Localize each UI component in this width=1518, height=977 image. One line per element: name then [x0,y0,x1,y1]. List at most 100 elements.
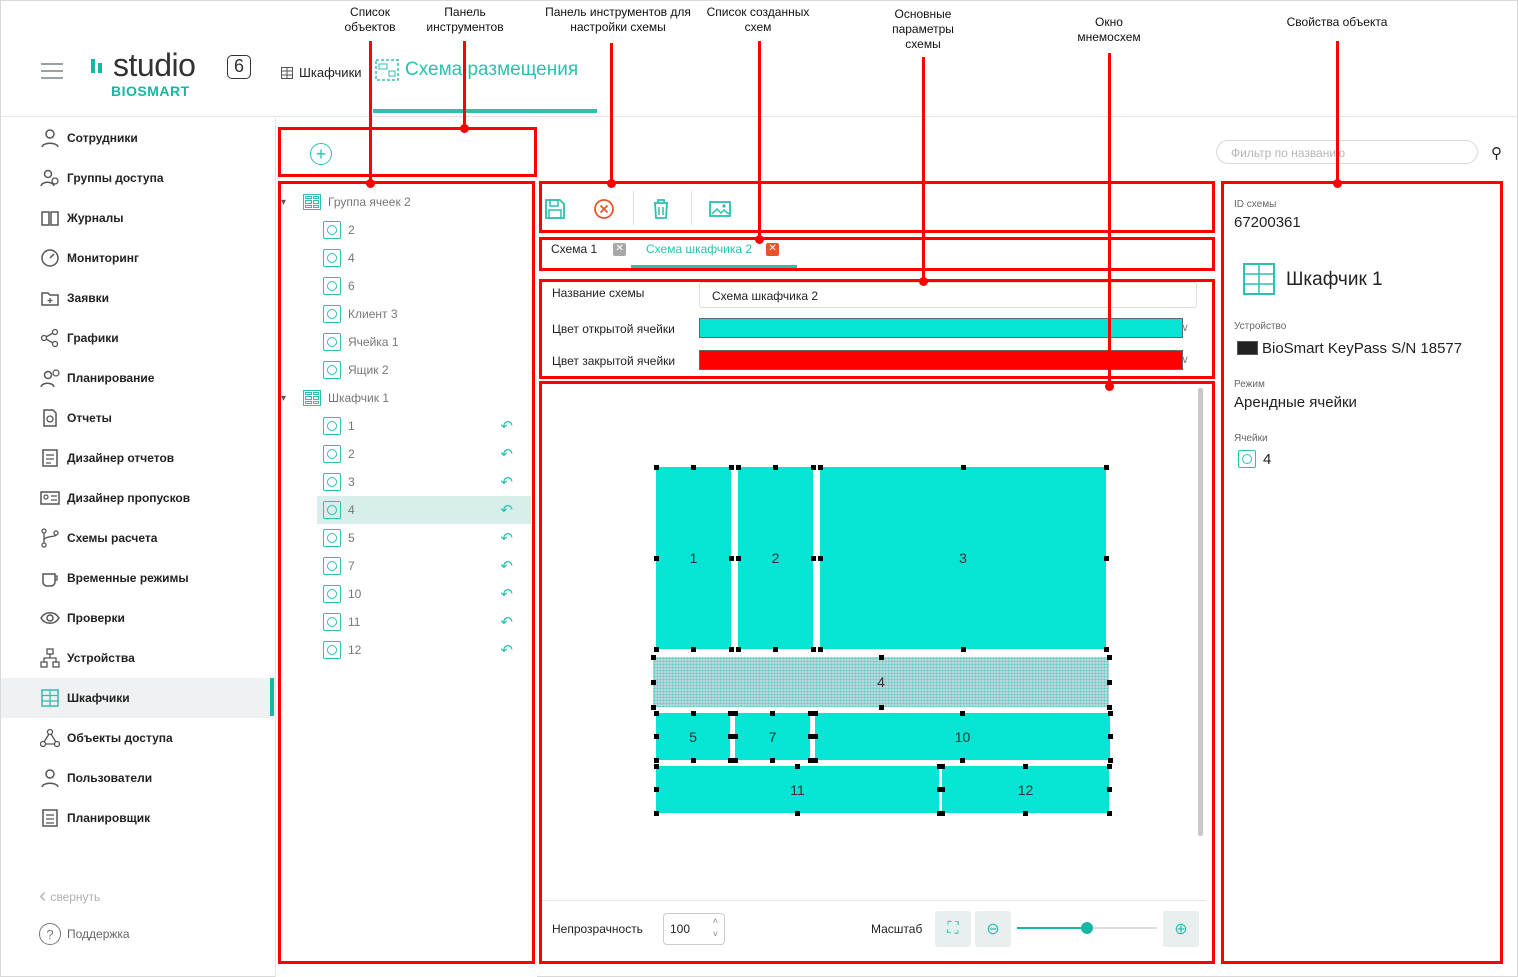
resize-handle[interactable] [653,763,659,769]
tree-group[interactable]: ▾ Группа ячеек 2 [281,188,531,216]
undo-icon[interactable]: ↶ [500,614,513,631]
zoom-slider-knob[interactable] [1081,922,1093,934]
resize-handle[interactable] [1103,646,1109,652]
sidebar-item[interactable]: Дизайнер пропусков [1,478,271,518]
schema-tab-2[interactable]: Схема шкафчика 2 ✕ [646,242,780,256]
zoom-in-icon[interactable]: ⊕ [1163,911,1199,947]
undo-icon[interactable]: ↶ [500,418,513,435]
resize-handle[interactable] [653,757,659,763]
resize-handle[interactable] [1103,555,1109,561]
resize-handle[interactable] [691,646,696,652]
resize-handle[interactable] [795,763,800,769]
resize-handle[interactable] [810,646,816,652]
resize-handle[interactable] [1023,810,1028,816]
resize-handle[interactable] [812,710,818,716]
resize-handle[interactable] [650,654,656,660]
resize-handle[interactable] [960,757,965,763]
add-icon[interactable]: + [310,143,332,165]
sidebar-item[interactable]: Планирование [1,358,271,398]
chevron-down-icon[interactable]: ∨ [1181,354,1190,366]
resize-handle[interactable] [650,679,656,685]
resize-handle[interactable] [728,646,734,652]
sidebar-item[interactable]: Шкафчики [1,678,271,718]
close-icon[interactable]: ✕ [766,242,780,256]
resize-handle[interactable] [817,646,823,652]
resize-handle[interactable] [653,810,659,816]
undo-icon[interactable]: ↶ [500,586,513,603]
schema-name-input[interactable]: Схема шкафчика 2 [699,282,1197,308]
resize-handle[interactable] [817,464,823,470]
resize-handle[interactable] [1107,710,1113,716]
resize-handle[interactable] [690,710,696,716]
resize-handle[interactable] [728,555,734,561]
chevron-down-icon[interactable]: ▾ [281,392,287,404]
chevron-down-icon[interactable]: ∨ [1181,322,1190,334]
resize-handle[interactable] [653,710,659,716]
locker-cell[interactable]: 2 [738,467,813,649]
image-icon[interactable] [708,197,732,221]
resize-handle[interactable] [653,555,659,561]
resize-handle[interactable] [773,464,778,470]
tree-item[interactable]: Ящик 2 [317,356,531,384]
resize-handle[interactable] [960,646,966,652]
menu-icon[interactable] [41,63,63,79]
resize-handle[interactable] [727,757,733,763]
tree-item[interactable]: 11 ↶ [317,608,531,636]
resize-handle[interactable] [939,810,945,816]
resize-handle[interactable] [1106,763,1112,769]
close-icon[interactable]: ✕ [613,242,627,256]
resize-handle[interactable] [795,810,800,816]
sidebar-item[interactable]: Отчеты [1,398,271,438]
undo-icon[interactable]: ↶ [500,642,513,659]
tree-item[interactable]: 10 ↶ [317,580,531,608]
zoom-slider[interactable] [1017,922,1157,934]
tree-item[interactable]: Клиент 3 [317,300,531,328]
resize-handle[interactable] [807,734,813,739]
locker-cell[interactable]: 7 [735,713,810,760]
resize-handle[interactable] [770,757,775,763]
resize-handle[interactable] [735,464,741,470]
tree-item[interactable]: 7 ↶ [317,552,531,580]
tree-item[interactable]: 2 ↶ [317,440,531,468]
resize-handle[interactable] [817,555,823,561]
locker-cell[interactable]: 11 [656,766,939,813]
tree-item[interactable]: 2 [317,216,531,244]
delete-icon[interactable] [649,197,673,221]
resize-handle[interactable] [770,710,775,716]
sidebar-item[interactable]: Пользователи [1,758,271,798]
search-icon[interactable]: ⚲ [1491,145,1502,162]
stepper-arrows-icon[interactable]: ˄ ˅ [712,916,718,939]
tree-item[interactable]: 1 ↶ [317,412,531,440]
support-link[interactable]: ? Поддержка [39,923,130,945]
resize-handle[interactable] [653,464,659,470]
resize-handle[interactable] [732,757,738,763]
sidebar-item[interactable]: Группы доступа [1,158,271,198]
undo-icon[interactable]: ↶ [500,446,513,463]
resize-handle[interactable] [960,710,965,716]
resize-handle[interactable] [807,757,813,763]
filter-input[interactable]: Фильтр по названию [1216,140,1478,164]
canvas-scrollbar[interactable] [1198,388,1203,836]
resize-handle[interactable] [1107,757,1113,763]
sidebar-item[interactable]: Заявки [1,278,271,318]
tab-layout-scheme[interactable]: Схема размещения [375,59,578,81]
sidebar-item[interactable]: Графики [1,318,271,358]
tree-item[interactable]: 4 ↶ [317,496,531,524]
resize-handle[interactable] [936,810,942,816]
tree-item[interactable]: 3 ↶ [317,468,531,496]
sidebar-item[interactable]: Временные режимы [1,558,271,598]
resize-handle[interactable] [936,787,942,792]
resize-handle[interactable] [1107,734,1113,739]
undo-icon[interactable]: ↶ [500,558,513,575]
resize-handle[interactable] [1106,787,1112,792]
sidebar-item[interactable]: Схемы расчета [1,518,271,558]
resize-handle[interactable] [1023,763,1028,769]
sidebar-item[interactable]: Планировщик [1,798,271,838]
chevron-down-icon[interactable]: ▾ [281,196,287,208]
resize-handle[interactable] [960,464,966,470]
resize-handle[interactable] [735,646,741,652]
sidebar-item[interactable]: Устройства [1,638,271,678]
locker-cell[interactable]: 12 [942,766,1109,813]
resize-handle[interactable] [807,710,813,716]
tree-item[interactable]: 12 ↶ [317,636,531,664]
